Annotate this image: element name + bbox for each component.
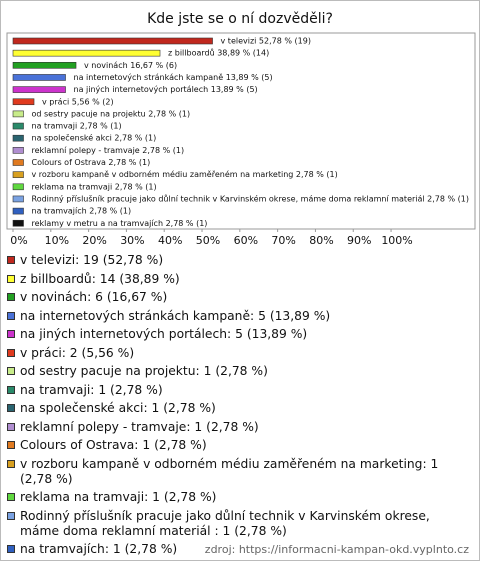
x-tick-label: 20% (82, 234, 106, 247)
legend-item: v novinách: 6 (16,67 %) (7, 290, 469, 305)
plot-frame (6, 32, 476, 230)
chart-title: Kde jste se o ní dozvěděli? (147, 11, 333, 27)
legend-item: na společenské akci: 1 (2,78 %) (7, 401, 469, 416)
bar (12, 195, 24, 203)
legend-label: Colours of Ostrava: 1 (2,78 %) (20, 438, 207, 452)
legend-label: na jiných internetových portálech: 5 (13… (20, 327, 308, 341)
x-tick-label: 70% (271, 234, 295, 247)
legend: v televizi: 19 (52,78 %) z billboardů: 14… (7, 253, 469, 560)
legend-swatch (7, 274, 15, 283)
legend-swatch (7, 422, 15, 431)
bar (12, 98, 35, 106)
bar (12, 219, 24, 227)
legend-item: v televizi: 19 (52,78 %) (7, 253, 469, 268)
bar (12, 134, 24, 142)
legend-item: na tramvaji: 1 (2,78 %) (7, 383, 469, 398)
legend-swatch (7, 348, 15, 357)
legend-label: z billboardů: 14 (38,89 %) (20, 271, 180, 286)
bar-label: na tramvajích 2,78 % (1) (32, 207, 132, 216)
legend-item: v rozboru kampaně v odborném médiu zaměř… (7, 457, 469, 487)
legend-swatch (7, 311, 15, 320)
x-tick-label: 50% (196, 234, 220, 247)
legend-swatch (7, 293, 15, 301)
legend-item: v práci: 2 (5,56 %) (7, 346, 469, 361)
legend-item: reklama na tramvaji: 1 (2,78 %) (7, 490, 469, 505)
bar (12, 147, 24, 154)
legend-swatch (7, 459, 15, 468)
bar-label: reklamní polepy - tramvaje 2,78 % (1) (32, 146, 185, 155)
bar (12, 49, 161, 57)
legend-label: reklamní polepy - tramvaje: 1 (2,78 %) (20, 419, 259, 434)
legend-label: od sestry pacuje na projektu: 1 (2,78 %) (20, 364, 268, 378)
legend-swatch (7, 511, 15, 520)
legend-swatch (7, 545, 15, 553)
bar (12, 207, 24, 215)
legend-label: na internetových stránkách kampaně: 5 (1… (20, 308, 331, 323)
chart: Kde jste se o ní dozvěděli? 0% 10% 20% 30% 4… (6, 11, 476, 247)
bar (12, 86, 66, 93)
bar (12, 171, 24, 178)
legend-item: od sestry pacuje na projektu: 1 (2,78 %) (7, 364, 469, 379)
x-tick-label: 90% (347, 234, 371, 247)
x-tick-label: 0% (10, 234, 27, 247)
bar-label: v rozboru kampaně v odborném médiu zaměř… (32, 169, 338, 179)
x-tick-label: 80% (309, 234, 333, 247)
bar-label: od sestry pacuje na projektu 2,78 % (1) (32, 109, 191, 118)
legend-label: v televizi: 19 (52,78 %) (20, 253, 164, 267)
legend-swatch (7, 441, 15, 449)
legend-label: v rozboru kampaně v odborném médiu zaměř… (20, 456, 439, 486)
legend-item: z billboardů: 14 (38,89 %) (7, 272, 469, 287)
legend-item: na internetových stránkách kampaně: 5 (1… (7, 309, 469, 324)
legend-swatch (7, 404, 15, 412)
bar-label: Rodinný příslušník pracuje jako důlní te… (32, 193, 470, 203)
legend-swatch (7, 385, 15, 394)
bar-label: na tramvaji 2,78 % (1) (32, 122, 122, 131)
x-tick-label: 100% (381, 234, 412, 247)
x-tick-label: 30% (120, 234, 144, 247)
bar-label: Colours of Ostrava 2,78 % (1) (32, 158, 151, 167)
bar (12, 122, 24, 130)
bar (12, 110, 24, 118)
legend-label: v novinách: 6 (16,67 %) (20, 290, 168, 304)
legend-item: na jiných internetových portálech: 5 (13… (7, 327, 469, 342)
legend-swatch (7, 367, 15, 375)
bar (12, 159, 24, 166)
x-tick-label: 40% (158, 234, 182, 247)
legend-swatch (7, 330, 15, 338)
bar (12, 61, 77, 69)
legend-label: na společenské akci: 1 (2,78 %) (20, 401, 216, 415)
legend-item: Rodinný příslušník pracuje jako důlní te… (7, 509, 469, 539)
legend-label: Rodinný příslušník pracuje jako důlní te… (20, 508, 430, 538)
bar-label: reklamy v metru a na tramvajích 2,78 % (… (32, 219, 208, 228)
legend-label: na tramvaji: 1 (2,78 %) (20, 382, 163, 397)
bar (12, 37, 213, 45)
legend-label: na tramvajích: 1 (2,78 %) (20, 542, 178, 556)
x-tick-label: 10% (45, 234, 69, 247)
legend-label: reklama na tramvaji: 1 (2,78 %) (20, 490, 217, 504)
bar (12, 74, 66, 81)
x-tick-label: 60% (234, 234, 258, 247)
bar-label: reklama na tramvaji 2,78 % (1) (32, 182, 157, 191)
bar-label: v novinách 16,67 % (6) (84, 61, 177, 70)
legend-item: Colours of Ostrava: 1 (2,78 %) (7, 438, 469, 453)
bar-label: na společenské akci 2,78 % (1) (32, 133, 157, 143)
legend-item: reklamní polepy - tramvaje: 1 (2,78 %) (7, 420, 469, 435)
bar-label: na jiných internetových portálech 13,89 … (74, 85, 258, 94)
source: zdroj: https://informacni-kampan-okd.vyp… (204, 543, 469, 556)
legend-swatch (7, 256, 15, 264)
bar-label: z billboardů 38,89 % (14) (168, 48, 269, 58)
legend-item: na tramvajích: 1 (2,78 %) (7, 542, 469, 557)
legend-label: v práci: 2 (5,56 %) (20, 345, 135, 360)
bar-label: v práci 5,56 % (2) (42, 97, 114, 106)
bar-label: v televizi 52,78 % (19) (221, 37, 311, 46)
bar (12, 183, 24, 191)
legend-swatch (7, 493, 15, 501)
bar-label: na internetových stránkách kampaně 13,89… (74, 73, 273, 82)
